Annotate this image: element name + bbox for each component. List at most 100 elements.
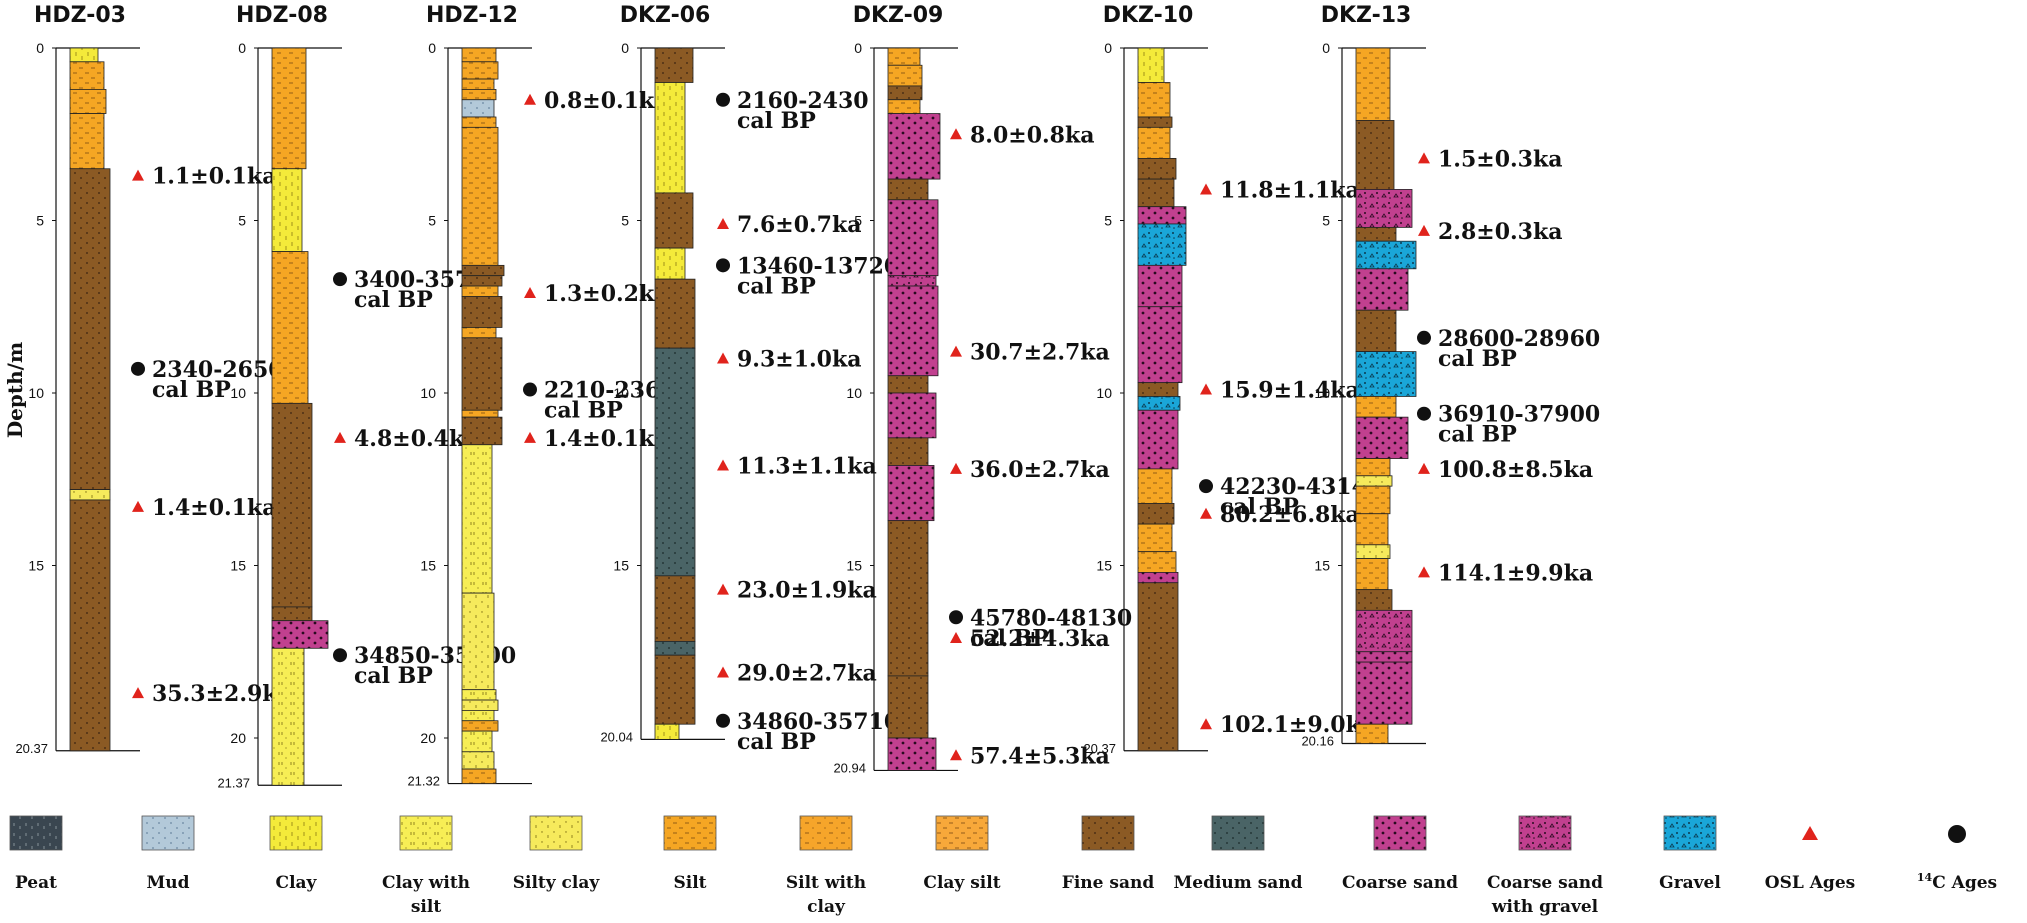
depth-tick-label: 10	[230, 385, 246, 401]
legend-label: Clay	[276, 873, 318, 893]
layer-silt	[461, 89, 497, 101]
legend-label: Silt with	[786, 873, 866, 893]
legend-item-osl: OSL Ages	[1765, 826, 1855, 893]
c14-marker	[1199, 479, 1213, 494]
layer-siltyclay	[1355, 544, 1391, 559]
layer-fine	[887, 85, 923, 101]
core-title: DKZ-06	[620, 3, 711, 28]
depth-tick-label: 10	[1096, 385, 1112, 401]
legend-swatch	[9, 815, 63, 851]
layer-fine	[654, 575, 696, 642]
core-dkz-13: DKZ-13 0 5 10 15 20.16 1.5±0.3ka 2.8±0.3ka 28600…	[1301, 3, 1600, 749]
layer-fine	[69, 499, 111, 752]
core-title: DKZ-09	[853, 3, 944, 28]
osl-marker	[1418, 462, 1430, 474]
bottom-depth-label: 20.94	[833, 760, 866, 775]
layer-fine	[461, 416, 503, 446]
depth-tick-label: 15	[613, 558, 629, 574]
layer-coarse	[271, 620, 329, 649]
legend-label: Gravel	[1659, 873, 1721, 893]
layer-silt	[1355, 396, 1397, 418]
depth-tick-label: 5	[238, 213, 246, 229]
c14-age-label: cal BP	[1220, 494, 1299, 520]
osl-marker	[1200, 718, 1212, 730]
c14-age-label: 34860-35710	[737, 709, 899, 735]
osl-age-label: 100.8±8.5ka	[1438, 457, 1593, 483]
layer-silt	[461, 285, 499, 297]
legend-swatch	[529, 815, 583, 851]
depth-tick-label: 5	[854, 213, 862, 229]
legend-label: Coarse sand	[1342, 873, 1458, 893]
layer-silt	[1137, 82, 1171, 118]
layer-silt	[1137, 126, 1171, 159]
depth-tick-label: 10	[1314, 385, 1330, 401]
layer-silt	[1137, 523, 1173, 553]
layer-medium	[654, 347, 696, 577]
legend-item-c14: 14C Ages	[1917, 825, 1997, 893]
layer-silt	[69, 89, 107, 114]
layer-claysilt1	[461, 689, 497, 701]
c14-age-label: 2210-2360	[544, 378, 676, 404]
layer-silt	[461, 720, 499, 732]
depth-tick-label: 15	[420, 558, 436, 574]
core-dkz-09: DKZ-09 0 5 10 15 20.94 8.0±0.8ka 30.7±2.7ka 36.0…	[833, 3, 1132, 775]
layer-fine	[1137, 116, 1173, 128]
legend-label: Coarse sand	[1487, 873, 1603, 893]
layer-silt	[1355, 47, 1391, 121]
legend-item-siltyclay: Silty clay	[513, 815, 600, 893]
layer-clay	[654, 82, 686, 194]
layer-silt	[461, 409, 499, 418]
legend-swatch	[799, 815, 853, 851]
depth-tick-label: 10	[846, 385, 862, 401]
layer-fine	[887, 437, 929, 466]
layer-silt	[461, 78, 495, 90]
depth-tick-label: 15	[1096, 558, 1112, 574]
osl-marker	[132, 500, 144, 512]
c14-age-label: cal BP	[1438, 346, 1517, 372]
layer-claysilt1	[461, 444, 493, 594]
legend-label: clay	[807, 897, 846, 917]
legend-label: Fine sand	[1062, 873, 1155, 893]
legend-label: Clay silt	[923, 873, 1000, 893]
osl-age-label: 29.0±2.7ka	[737, 660, 877, 686]
layer-gravelsand	[1355, 609, 1413, 653]
layer-siltyclay	[1355, 475, 1393, 487]
legend-item-silt: Silt	[663, 815, 717, 893]
layer-fine	[654, 47, 694, 83]
depth-tick-label: 10	[420, 385, 436, 401]
depth-tick-label: 0	[1104, 40, 1112, 56]
c14-age-label: cal BP	[1438, 422, 1517, 448]
osl-age-label: 114.1±9.9ka	[1438, 560, 1593, 586]
osl-marker	[524, 93, 536, 105]
layer-silt	[461, 116, 497, 128]
osl-marker	[524, 286, 536, 298]
legend-swatch	[1663, 815, 1717, 851]
c14-marker	[333, 272, 347, 287]
depth-tick-label: 20	[230, 730, 246, 746]
osl-age-label: 8.0±0.8ka	[970, 122, 1094, 148]
osl-age-label: 7.6±0.7ka	[737, 212, 861, 238]
layer-coarse	[1137, 206, 1187, 225]
legend-label: 14C Ages	[1917, 871, 1997, 893]
layer-siltyclay	[461, 699, 499, 711]
bottom-depth-label: 20.37	[1083, 741, 1116, 756]
legend-item-gravel: Gravel	[1659, 815, 1721, 893]
osl-age-label: 9.3±1.0ka	[737, 347, 861, 373]
layer-silt	[1355, 485, 1391, 515]
layer-gravelsand	[1355, 189, 1413, 228]
layer-fine	[887, 375, 929, 394]
legend: Peat Mud Clay Clay with silt Silty clay Silt Si…	[9, 815, 1997, 917]
layer-fine	[1137, 178, 1175, 208]
layer-fine	[1355, 226, 1397, 242]
layer-fine	[654, 654, 696, 725]
layer-mud	[461, 99, 495, 118]
legend-swatch	[1211, 815, 1265, 851]
core-title: DKZ-13	[1321, 3, 1412, 28]
legend-label: with gravel	[1491, 897, 1599, 917]
depth-tick-label: 15	[1314, 558, 1330, 574]
osl-marker	[1418, 152, 1430, 164]
layer-silt	[461, 768, 497, 784]
